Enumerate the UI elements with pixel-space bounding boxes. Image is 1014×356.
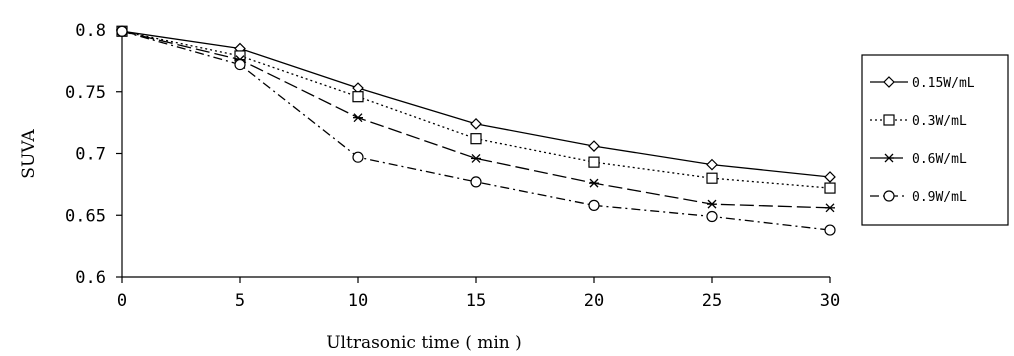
series-circle xyxy=(116,25,836,236)
x-tick-label: 15 xyxy=(466,291,486,311)
y-tick-label: 0.65 xyxy=(65,206,106,226)
data-point xyxy=(471,153,481,163)
series-line xyxy=(121,30,831,189)
data-point xyxy=(588,199,600,211)
legend-label: 0.9W/mL xyxy=(912,190,967,205)
x-tick-label: 30 xyxy=(820,291,840,311)
series-line xyxy=(121,30,831,178)
data-point xyxy=(352,151,364,163)
x-tick-label: 20 xyxy=(584,291,604,311)
data-point xyxy=(353,113,363,123)
legend-marker xyxy=(883,114,895,126)
data-point xyxy=(352,91,364,103)
x-tick-label: 25 xyxy=(702,291,722,311)
legend-item: 0.9W/mL xyxy=(870,190,967,205)
data-point xyxy=(116,25,128,37)
data-point xyxy=(706,210,718,223)
data-point xyxy=(234,58,246,71)
data-point xyxy=(824,182,836,194)
legend-label: 0.15W/mL xyxy=(912,76,975,91)
series-square xyxy=(116,25,836,194)
data-point xyxy=(824,171,836,183)
y-axis-title: SUVA xyxy=(19,129,39,179)
x-tick-label: 0 xyxy=(117,291,127,311)
data-point xyxy=(589,178,599,188)
data-point xyxy=(470,133,482,145)
legend-marker xyxy=(884,153,894,163)
x-tick-label: 10 xyxy=(348,291,368,311)
data-point xyxy=(824,224,836,236)
data-point xyxy=(470,176,482,188)
legend-marker xyxy=(883,190,895,202)
legend-label: 0.6W/mL xyxy=(912,152,967,167)
legend: 0.15W/mL 0.3W/mL 0.6W/mL 0.9W/mL xyxy=(861,54,1009,226)
axes: 0.6 0.65 0.7 0.75 0.8 0 5 10 15 20 25 30 xyxy=(65,21,840,311)
y-tick-label: 0.8 xyxy=(75,21,106,41)
legend-item: 0.15W/mL xyxy=(870,76,975,91)
data-point xyxy=(706,172,718,184)
y-tick-label: 0.7 xyxy=(75,145,106,165)
series-line xyxy=(121,30,831,231)
y-tick-label: 0.6 xyxy=(75,268,106,288)
legend-marker xyxy=(883,76,895,88)
x-tick-label: 5 xyxy=(235,291,245,311)
data-point xyxy=(588,140,600,152)
data-point xyxy=(706,158,718,171)
data-point xyxy=(707,199,717,209)
y-tick-label: 0.75 xyxy=(65,83,106,103)
x-axis-title: Ultrasonic time ( min ) xyxy=(326,333,522,353)
data-point xyxy=(825,203,835,213)
legend-label: 0.3W/mL xyxy=(912,114,967,129)
series-layer xyxy=(116,25,836,236)
data-point xyxy=(470,118,482,130)
legend-item: 0.3W/mL xyxy=(870,114,967,129)
legend-item: 0.6W/mL xyxy=(870,152,967,167)
data-point xyxy=(588,156,600,168)
